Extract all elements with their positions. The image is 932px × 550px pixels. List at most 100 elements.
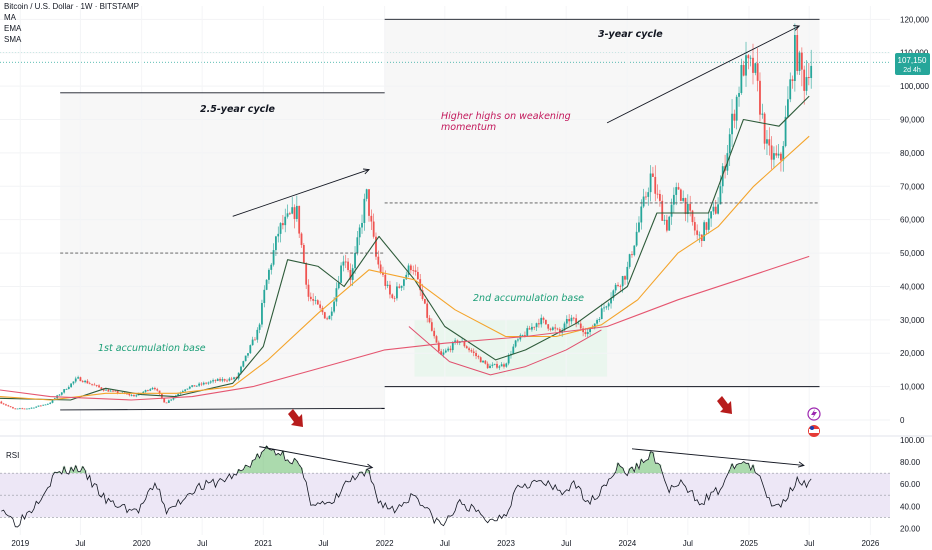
candle-body (386, 284, 389, 286)
candle-body (340, 265, 342, 283)
candle-body (605, 306, 608, 308)
candle-body (498, 366, 501, 368)
candle-body (628, 254, 631, 267)
candle-body (698, 234, 701, 236)
candle-body (691, 210, 694, 223)
candle-body (635, 231, 638, 246)
candle-body (235, 377, 238, 379)
candle-body (258, 324, 261, 330)
candle-body (654, 176, 657, 194)
candle-body (430, 322, 433, 331)
candle-body (70, 383, 73, 388)
candle-body (663, 219, 666, 221)
candle-body (533, 326, 536, 328)
candle-body (384, 274, 387, 286)
indicator-ema[interactable]: EMA (4, 24, 22, 33)
candle-body (307, 284, 310, 297)
cycle1-region (60, 92, 385, 410)
candle-body (358, 227, 361, 238)
candle-body (116, 391, 119, 394)
candle-body (405, 274, 408, 280)
candle-body (810, 65, 813, 79)
candle-body (153, 387, 156, 390)
candle-body (558, 329, 561, 333)
candle-body (107, 389, 110, 392)
series-sma (0, 255, 810, 401)
candle-body (368, 189, 370, 216)
candle-body (696, 230, 699, 235)
candle-body (731, 113, 733, 135)
last-price-badge: 107,150 2d 4h (895, 53, 930, 75)
candle-body (382, 272, 384, 275)
candle-body (444, 350, 447, 353)
candle-body (598, 319, 601, 320)
candle-body (81, 381, 84, 383)
time-tick-label: 2025 (740, 539, 758, 548)
candle-body (361, 222, 363, 228)
candle-body (133, 395, 135, 397)
candle-body (645, 196, 647, 198)
candle-body (63, 389, 66, 393)
candle-body (789, 79, 792, 100)
candle-body (9, 406, 12, 408)
candle-body (177, 393, 180, 396)
candle-body (672, 194, 675, 205)
candle-body (610, 298, 612, 304)
time-tick-label: 2023 (497, 539, 515, 548)
accumulation-base-1-label: 1st accumulation base (98, 343, 206, 354)
candle-body (752, 57, 754, 73)
candle-body (649, 173, 652, 193)
candle-body (109, 390, 112, 392)
candle-body (717, 204, 719, 214)
chart-title: Bitcoin / U.S. Dollar · 1W · BITSTAMP (4, 2, 139, 11)
candle-body (475, 353, 477, 357)
candle-body (761, 113, 764, 115)
candle-body (330, 311, 333, 316)
candle-body (256, 329, 259, 340)
candle-body (396, 286, 398, 299)
candle-body (603, 307, 605, 309)
candle-body (198, 383, 201, 386)
candle-body (281, 223, 284, 226)
candle-body (719, 186, 722, 205)
candle-body (579, 323, 582, 329)
candle-body (791, 79, 794, 81)
candle-body (503, 364, 505, 367)
candle-body (23, 408, 26, 410)
indicator-ma[interactable]: MA (4, 13, 16, 22)
candle-body (67, 387, 70, 390)
candle-body (493, 363, 496, 365)
candle-body (414, 270, 417, 272)
lightning-icon[interactable] (807, 407, 821, 421)
candle-body (51, 399, 54, 403)
candle-body (151, 387, 154, 390)
candle-body (389, 284, 391, 295)
trend-arrow-2-head (793, 25, 801, 31)
candle-body (551, 327, 554, 330)
candle-body (472, 351, 475, 354)
price-tick-label: 0 (900, 416, 905, 425)
candle-body (156, 389, 159, 391)
candle-body (544, 319, 547, 325)
candle-body (91, 383, 93, 385)
us-flag-icon[interactable] (808, 425, 820, 437)
higher-highs-label-2: momentum (441, 122, 496, 133)
indicator-sma[interactable]: SMA (4, 35, 22, 44)
candle-body (35, 406, 38, 408)
candle-body (689, 203, 692, 211)
candle-body (777, 153, 780, 156)
price-tick-label: 50,000 (900, 249, 925, 258)
candle-body (449, 348, 452, 351)
candle-body (86, 380, 89, 384)
cycle1-label: 2.5-year cycle (200, 104, 276, 115)
candle-body (181, 391, 184, 393)
candle-body (193, 385, 196, 387)
rsi-tick-label: 20.00 (900, 524, 921, 533)
candle-body (596, 319, 598, 324)
candle-body (584, 332, 587, 335)
candle-body (670, 204, 673, 217)
candle-body (607, 303, 610, 307)
candle-body (738, 93, 740, 97)
candle-body (79, 377, 82, 382)
